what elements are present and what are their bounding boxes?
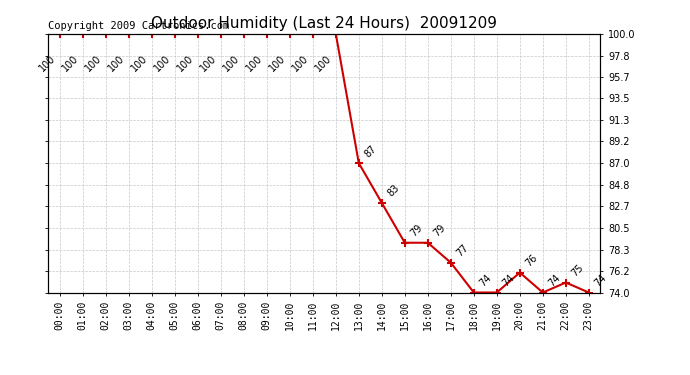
Text: 74: 74 <box>478 273 494 288</box>
Text: 77: 77 <box>455 243 471 258</box>
Text: 100: 100 <box>175 53 195 73</box>
Text: 75: 75 <box>570 262 586 278</box>
Text: 100: 100 <box>221 53 241 73</box>
Text: 100: 100 <box>83 53 103 73</box>
Text: 100: 100 <box>313 53 333 73</box>
Text: 100: 100 <box>290 53 310 73</box>
Text: 100: 100 <box>60 53 80 73</box>
Text: 87: 87 <box>363 143 379 159</box>
Text: 100: 100 <box>152 53 172 73</box>
Text: 100: 100 <box>37 53 57 73</box>
Text: 100: 100 <box>129 53 149 73</box>
Text: 79: 79 <box>409 223 425 238</box>
Text: 100: 100 <box>198 53 218 73</box>
Text: 100: 100 <box>244 53 264 73</box>
Text: 76: 76 <box>524 253 540 268</box>
Text: 83: 83 <box>386 183 402 199</box>
Text: 74: 74 <box>593 273 609 288</box>
Text: 74: 74 <box>547 273 563 288</box>
Text: Copyright 2009 Cartronics.com: Copyright 2009 Cartronics.com <box>48 21 230 31</box>
Text: 100: 100 <box>267 53 287 73</box>
Text: 79: 79 <box>432 223 448 238</box>
Title: Outdoor Humidity (Last 24 Hours)  20091209: Outdoor Humidity (Last 24 Hours) 2009120… <box>151 16 497 31</box>
Text: 74: 74 <box>501 273 517 288</box>
Text: 100: 100 <box>106 53 126 73</box>
